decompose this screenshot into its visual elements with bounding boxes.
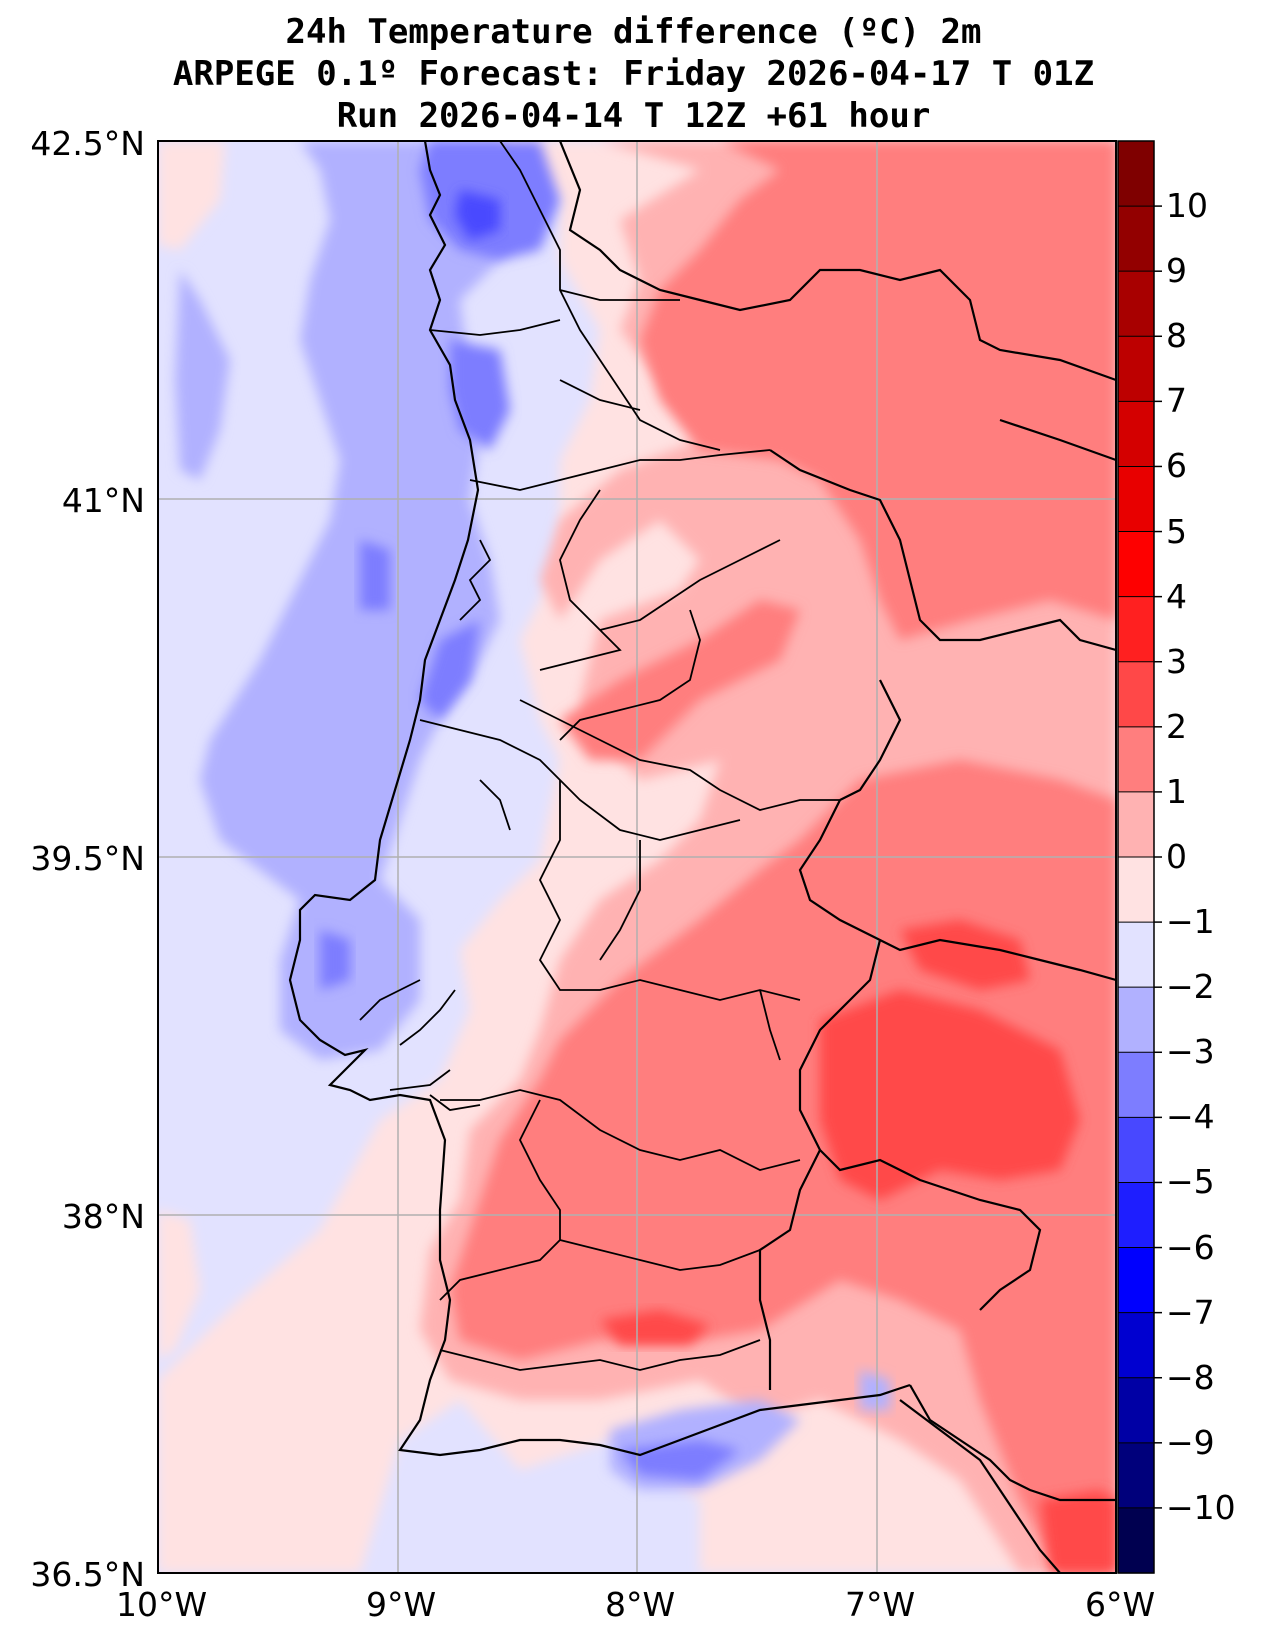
colorbar-label: 10 xyxy=(1166,186,1208,226)
field-cold2-algarve xyxy=(620,1440,740,1480)
coastlines-and-borders xyxy=(288,141,1116,1573)
field-3-4-east xyxy=(820,990,1080,1200)
colorbar-label: 7 xyxy=(1166,381,1187,421)
colorbar-segment xyxy=(1118,791,1154,858)
colorbar xyxy=(1117,140,1162,1574)
colorbar-label: −2 xyxy=(1166,967,1215,1007)
lat-tick-36-5n: 36.5°N xyxy=(30,1555,145,1594)
field-cold3-north xyxy=(455,190,500,240)
colorbar-segment xyxy=(1118,726,1154,793)
coastline-south xyxy=(909,1384,1116,1502)
lon-tick-7w: 7°W xyxy=(845,1585,916,1624)
colorbar-segment xyxy=(1118,401,1154,468)
colorbar-label: 1 xyxy=(1166,771,1187,811)
colorbar-segment xyxy=(1118,661,1154,728)
coastline-aveiro-lagoon xyxy=(459,539,492,621)
field-cold2-offshore xyxy=(360,540,390,610)
coastline-tagus-estuary xyxy=(359,979,481,1111)
map-frame xyxy=(157,140,1117,1574)
colorbar-segment xyxy=(1118,1377,1154,1444)
title-line-3: Run 2026-04-14 T 12Z +61 hour xyxy=(336,96,931,136)
colorbar-segment xyxy=(1118,1507,1154,1574)
title-line-1: 24h Temperature difference (ºC) 2m xyxy=(285,12,982,52)
field-2-3-mid xyxy=(560,600,800,760)
field-3-4-se xyxy=(1040,1490,1116,1573)
colorbar-label: 0 xyxy=(1166,837,1187,876)
colorbar-segment xyxy=(1118,531,1154,598)
field-3-4-ne xyxy=(900,920,1030,990)
colorbar-segment xyxy=(1118,466,1154,533)
lon-tick-6w: 6°W xyxy=(1085,1585,1156,1624)
colorbar-label: −6 xyxy=(1166,1227,1215,1267)
field-warm-west-nw xyxy=(158,141,225,250)
colorbar-label: 3 xyxy=(1166,641,1187,681)
field-cold2-peniche xyxy=(320,930,350,990)
colorbar-label: −3 xyxy=(1166,1032,1215,1072)
lon-tick-10w: 10°W xyxy=(116,1585,208,1624)
colorbar-label: −7 xyxy=(1166,1292,1215,1332)
colorbar-label: 2 xyxy=(1166,706,1187,746)
field-cold-west xyxy=(175,270,230,480)
lon-tick-8w: 8°W xyxy=(605,1585,676,1624)
colorbar-segment xyxy=(1118,1182,1154,1249)
colorbar-segment xyxy=(1118,271,1154,337)
colorbar-segment xyxy=(1118,857,1154,923)
colorbar-segment xyxy=(1118,336,1154,402)
colorbar-label: −8 xyxy=(1166,1357,1215,1397)
colorbar-label: −4 xyxy=(1166,1097,1215,1137)
colorbar-segment xyxy=(1118,596,1154,663)
lat-tick-41n: 41°N xyxy=(61,481,145,520)
colorbar-label: 4 xyxy=(1166,576,1187,616)
gridlines xyxy=(158,141,1116,1573)
colorbar-label: 9 xyxy=(1166,251,1187,291)
colorbar-segment xyxy=(1118,206,1154,272)
field-cold2-coast xyxy=(420,620,480,720)
colorbar-label: 8 xyxy=(1166,316,1187,356)
lat-tick-42-5n: 42.5°N xyxy=(30,124,145,163)
colorbar-segment xyxy=(1118,1052,1154,1118)
field-2-3 xyxy=(640,141,1116,640)
district-borders xyxy=(419,141,840,1371)
colorbar-label: −10 xyxy=(1166,1487,1236,1527)
border-portugal-spain xyxy=(558,141,1116,1390)
colorbar-segment xyxy=(1118,1247,1154,1314)
colorbar-label: −1 xyxy=(1166,902,1215,942)
colorbar-label: 6 xyxy=(1166,446,1187,486)
field-3-4-s xyxy=(600,1310,710,1345)
colorbar-segment xyxy=(1118,987,1154,1053)
colorbar-label: 5 xyxy=(1166,511,1187,551)
colorbar-segment xyxy=(1118,1117,1154,1184)
coastline-west xyxy=(288,141,911,1457)
colorbar-segment xyxy=(1118,922,1154,988)
colorbar-segment xyxy=(1118,141,1154,207)
lat-tick-39-5n: 39.5°N xyxy=(30,839,145,878)
field-warm-west-sw xyxy=(158,1210,200,1360)
coastline-spain-south xyxy=(899,1399,1061,1573)
lon-tick-9w: 9°W xyxy=(366,1585,437,1624)
colorbar-segment xyxy=(1118,1442,1154,1509)
lat-tick-38n: 38°N xyxy=(61,1197,145,1236)
field-cold2-mid xyxy=(450,340,510,450)
title-line-2: ARPEGE 0.1º Forecast: Friday 2026-04-17 … xyxy=(172,54,1095,94)
field-cold-algarve-e xyxy=(860,1370,890,1410)
colorbar-label: −9 xyxy=(1166,1422,1215,1462)
colorbar-label: −5 xyxy=(1166,1162,1215,1202)
colorbar-segment xyxy=(1118,1312,1154,1379)
